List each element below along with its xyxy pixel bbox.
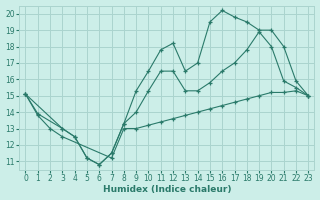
X-axis label: Humidex (Indice chaleur): Humidex (Indice chaleur) [103, 185, 231, 194]
